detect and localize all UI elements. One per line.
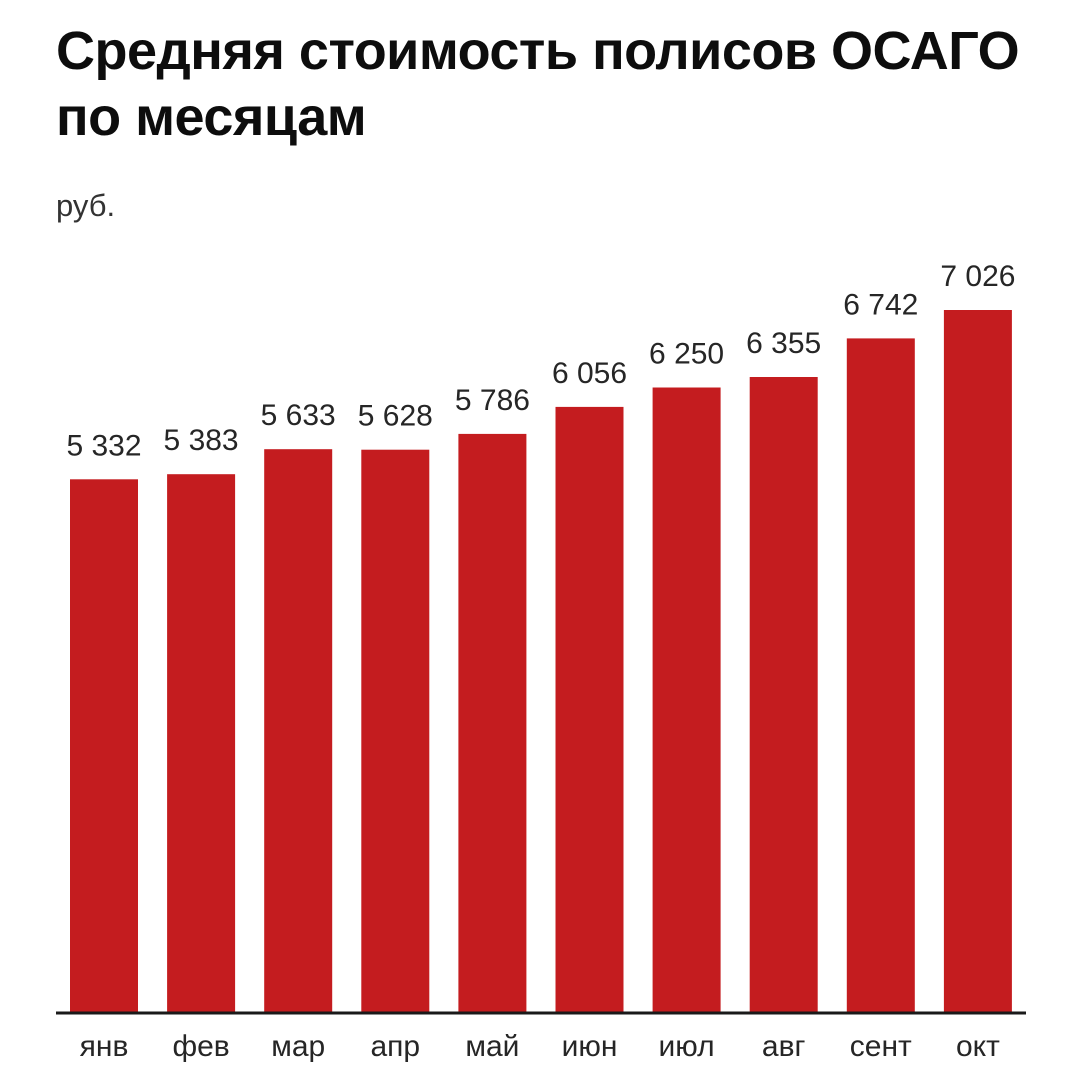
bar-май	[458, 433, 527, 1012]
x-tick-label-окт: окт	[956, 1030, 1000, 1063]
x-tick-label-авг: авг	[762, 1030, 806, 1063]
x-tick-label-фев: фев	[172, 1030, 229, 1063]
bar-июл	[652, 387, 721, 1012]
x-tick-labels-group: янв фев мар апр май июн июл авг сент окт	[80, 1030, 1000, 1063]
value-label-июл: 6 250	[649, 338, 724, 371]
x-tick-label-мар: мар	[271, 1030, 325, 1063]
value-label-апр: 5 628	[358, 400, 433, 433]
value-label-мар: 5 633	[261, 399, 336, 432]
bar-июн	[555, 406, 624, 1012]
bar-авг	[749, 377, 818, 1012]
value-label-июн: 6 056	[552, 357, 627, 390]
x-tick-label-май: май	[465, 1030, 519, 1063]
bar-мар	[264, 449, 333, 1012]
value-label-сент: 6 742	[843, 288, 918, 321]
bars-group	[70, 310, 1012, 1012]
x-tick-label-июл: июл	[659, 1030, 715, 1063]
value-label-окт: 7 026	[940, 260, 1015, 293]
x-tick-label-сент: сент	[850, 1030, 912, 1063]
bar-апр	[361, 449, 430, 1012]
value-label-май: 5 786	[455, 384, 530, 417]
y-axis-unit-label: руб.	[56, 188, 116, 223]
bar-окт	[943, 310, 1012, 1012]
value-label-авг: 6 355	[746, 327, 821, 360]
value-labels-group: 5 332 5 383 5 633 5 628 5 786 6 056 6 250 6 355…	[66, 260, 1015, 462]
x-tick-label-апр: апр	[370, 1030, 420, 1063]
value-label-фев: 5 383	[164, 424, 239, 457]
bar-сент	[846, 338, 915, 1012]
bar-фев	[167, 474, 236, 1012]
chart-title: Средняя стоимость полисов ОСАГО по месяц…	[56, 21, 1020, 147]
x-tick-label-янв: янв	[80, 1030, 129, 1063]
bar-янв	[70, 479, 138, 1012]
x-tick-label-июн: июн	[562, 1030, 618, 1063]
value-label-янв: 5 332	[66, 429, 141, 462]
